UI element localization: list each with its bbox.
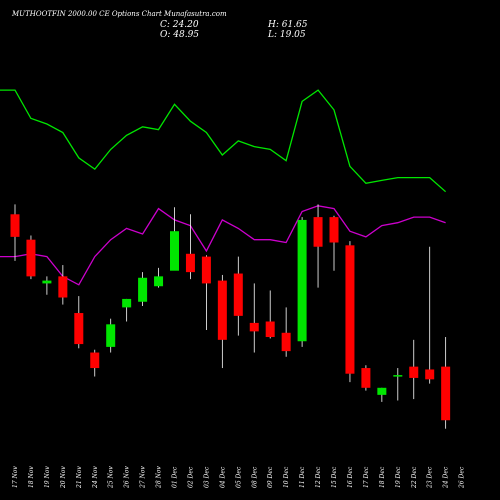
x-tick-label: 17 Dec (363, 466, 370, 488)
x-tick-label: 03 Dec (203, 466, 210, 488)
x-tick-label: 23 Dec (427, 466, 434, 489)
candle-body-down (58, 276, 68, 298)
x-tick-label: 09 Dec (267, 466, 274, 488)
candle-body-up (42, 280, 52, 284)
overlay-line-2 (0, 205, 446, 286)
candle-body-down (265, 321, 275, 338)
close-value: C: 24.20 (160, 20, 199, 30)
candle-body-up (122, 298, 132, 308)
x-tick-label: 18 Dec (379, 466, 386, 488)
candle-body-up (154, 276, 164, 287)
candle-body-down (90, 352, 100, 369)
candle-body-up (170, 231, 179, 271)
open-value: O: 48.95 (160, 30, 200, 40)
chart-title: MUTHOOTFIN 2000.00 CE Options Chart Muna… (12, 10, 227, 18)
x-tick-label: 25 Nov (108, 466, 115, 489)
candle-body-up (106, 324, 116, 347)
x-tick-label: 21 Nov (76, 466, 83, 489)
candle-body-up (297, 219, 307, 342)
x-tick-label: 12 Dec (315, 466, 322, 488)
candle-body-down (441, 366, 451, 421)
x-tick-label: 11 Dec (299, 466, 306, 488)
x-tick-label: 08 Dec (251, 466, 258, 488)
candle-body-down (313, 217, 323, 247)
overlay-line-1 (0, 89, 447, 193)
x-tick-label: 04 Dec (219, 466, 226, 488)
candle-body-down (409, 366, 419, 378)
candle-body-down (201, 256, 211, 284)
x-tick-label: 15 Dec (331, 466, 338, 488)
candle-body-up (138, 277, 148, 302)
candle-body-down (281, 332, 291, 352)
candle-body-down (74, 313, 84, 345)
x-tick-label: 20 Nov (60, 466, 67, 489)
x-tick-label: 16 Dec (347, 466, 354, 488)
x-tick-label: 17 Nov (12, 466, 19, 488)
x-tick-label: 05 Dec (235, 466, 242, 488)
candle-body-down (185, 253, 195, 273)
x-tick-label: 28 Nov (156, 466, 163, 489)
high-value: H: 61.65 (268, 20, 308, 30)
candle-body-down (345, 245, 355, 374)
candle-body-up (393, 375, 403, 377)
x-tick-label: 19 Nov (44, 466, 51, 488)
candle-body-down (425, 369, 435, 380)
candle-body-down (329, 217, 339, 243)
candle-body-down (361, 368, 371, 388)
x-tick-label: 19 Dec (395, 466, 402, 488)
x-tick-label: 27 Nov (140, 466, 147, 489)
x-tick-label: 01 Dec (172, 466, 179, 488)
candle-body-down (233, 273, 243, 316)
x-tick-label: 22 Dec (411, 466, 418, 489)
x-tick-label: 24 Dec (443, 466, 450, 489)
candle-body-up (377, 387, 387, 395)
x-tick-label: 02 Dec (187, 466, 194, 488)
x-tick-label: 10 Dec (283, 466, 290, 488)
candle-body-down (10, 214, 20, 237)
x-tick-label: 18 Nov (28, 466, 35, 488)
candle-body-down (26, 239, 36, 277)
x-tick-label: 26 Dec (459, 466, 466, 489)
candle-body-down (249, 322, 259, 332)
low-value: L: 19.05 (268, 30, 306, 40)
x-tick-label: 26 Nov (124, 466, 131, 489)
x-tick-label: 24 Nov (92, 466, 99, 489)
candle-body-down (217, 280, 227, 340)
